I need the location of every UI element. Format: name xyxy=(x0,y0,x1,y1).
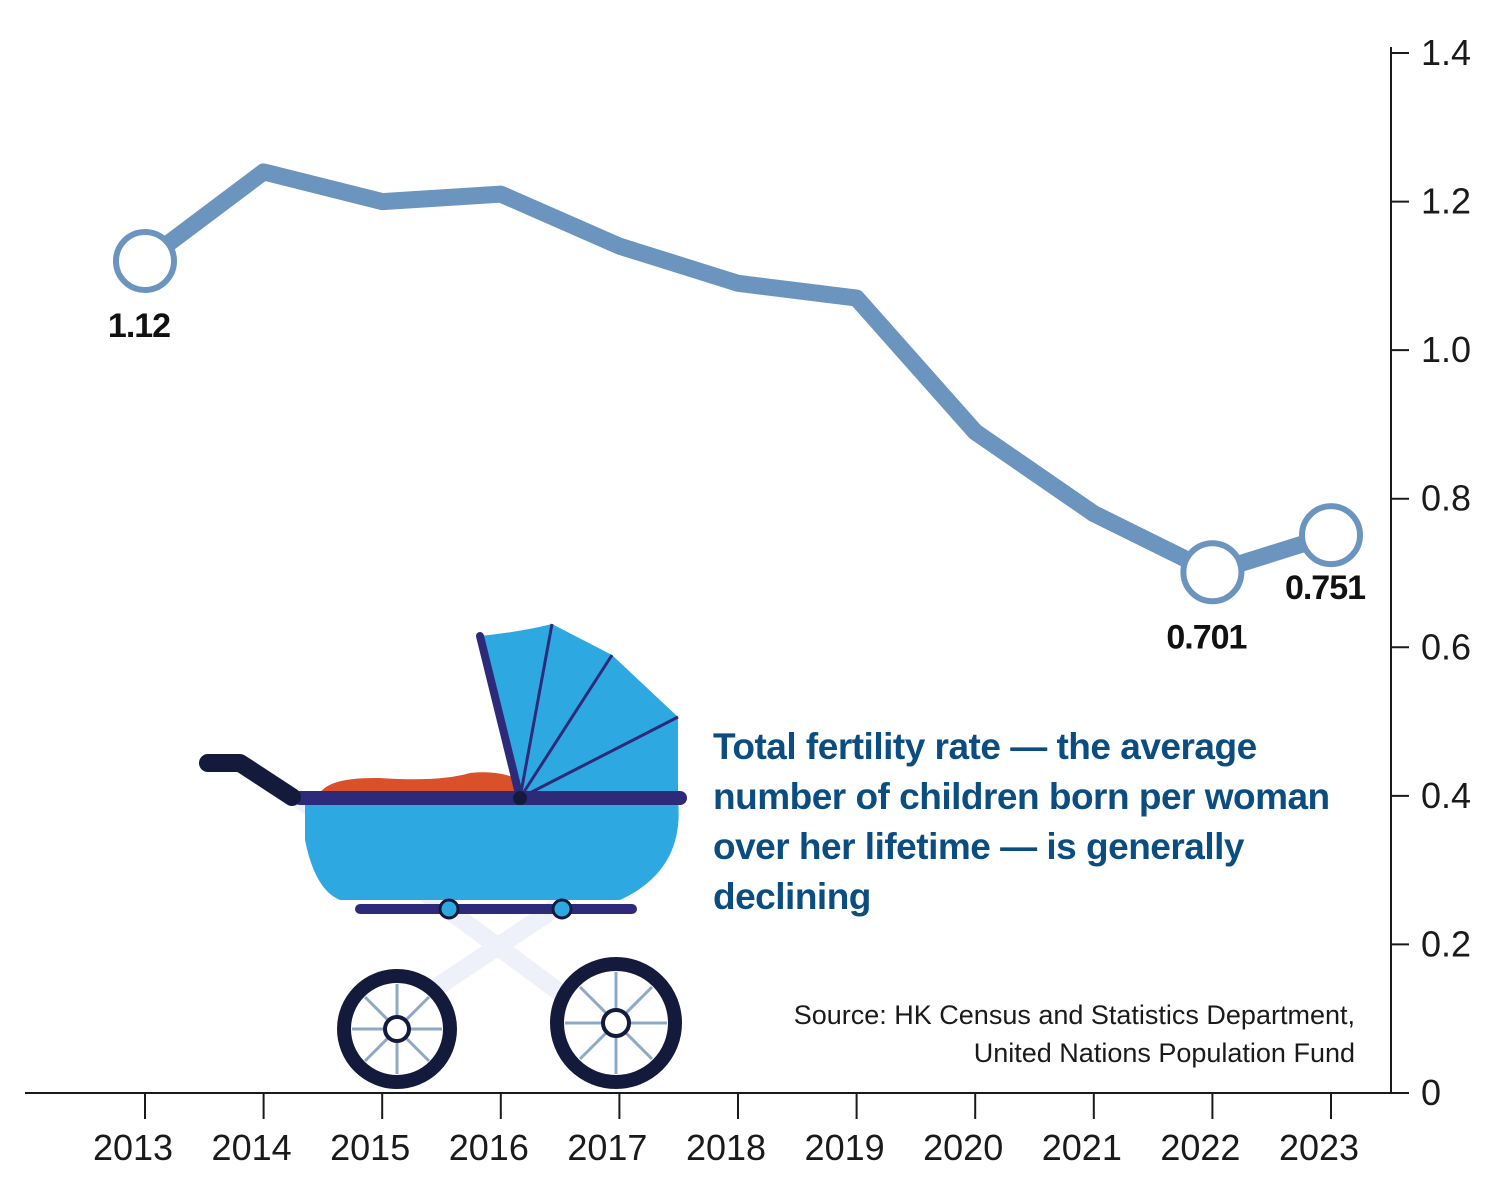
x-tick-label: 2015 xyxy=(330,1127,410,1168)
y-tick-label: 1.2 xyxy=(1421,181,1471,222)
source-line-1: Source: HK Census and Statistics Departm… xyxy=(793,1000,1355,1030)
data-point-label: 0.701 xyxy=(1166,618,1246,656)
x-tick-label: 2020 xyxy=(923,1127,1003,1168)
data-markers xyxy=(113,229,1363,605)
x-tick-label: 2022 xyxy=(1160,1127,1240,1168)
stroller-wheel-right xyxy=(550,957,682,1089)
x-tick-label: 2016 xyxy=(449,1127,529,1168)
data-point-marker xyxy=(113,229,177,293)
data-labels: 1.12 0.701 0.751 xyxy=(108,307,1366,656)
x-tick-label: 2014 xyxy=(212,1127,292,1168)
y-axis-ticks: 0 0.2 0.4 0.6 0.8 1.0 1.2 1.4 xyxy=(1391,32,1471,1113)
fertility-rate-line xyxy=(136,163,1340,581)
data-point-marker xyxy=(1299,503,1363,568)
y-tick-label: 0 xyxy=(1421,1072,1441,1113)
x-tick-label: 2013 xyxy=(93,1127,173,1168)
source-note: Source: HK Census and Statistics Departm… xyxy=(655,996,1355,1072)
x-tick-label: 2023 xyxy=(1279,1127,1359,1168)
data-point-label: 1.12 xyxy=(108,307,170,345)
y-tick-label: 1.4 xyxy=(1421,32,1471,73)
y-tick-label: 0.8 xyxy=(1421,478,1471,519)
x-tick-label: 2019 xyxy=(805,1127,885,1168)
y-tick-label: 0.6 xyxy=(1421,626,1471,667)
chart-caption: Total fertility rate — the average numbe… xyxy=(713,726,1330,917)
stroller-wheel-left xyxy=(337,969,457,1089)
y-tick-label: 0.4 xyxy=(1421,775,1471,816)
y-tick-label: 0.2 xyxy=(1421,923,1471,964)
x-tick-label: 2018 xyxy=(686,1127,766,1168)
x-tick-label: 2017 xyxy=(567,1127,647,1168)
source-line-2: United Nations Population Fund xyxy=(973,1038,1355,1068)
x-axis-ticks: 2013 2014 2015 2016 2017 2018 2019 2020 2021 2022… xyxy=(93,1093,1359,1168)
data-point-marker xyxy=(1180,540,1245,605)
stroller-illustration xyxy=(199,623,687,1089)
y-tick-label: 1.0 xyxy=(1421,329,1471,370)
x-tick-label: 2021 xyxy=(1042,1127,1122,1168)
data-point-label: 0.751 xyxy=(1285,569,1365,607)
